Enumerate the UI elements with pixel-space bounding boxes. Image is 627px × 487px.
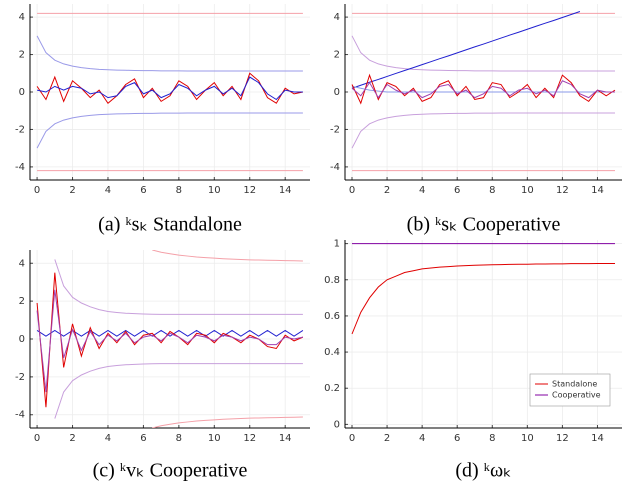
x-tick-label: 2 <box>384 185 390 196</box>
caption: (a) ᵏsₖ Standalone <box>98 214 242 236</box>
y-tick-label: 0.2 <box>324 383 340 394</box>
y-tick-label: 0.4 <box>324 347 340 358</box>
legend-text: Standalone <box>552 380 597 389</box>
x-tick-label: 6 <box>140 433 146 444</box>
x-tick-label: 10 <box>521 185 534 196</box>
x-tick-label: 0 <box>349 433 355 444</box>
legend-text: Cooperative <box>552 391 601 400</box>
y-tick-label: 1 <box>334 239 340 250</box>
series-line <box>351 73 616 105</box>
y-tick-label: -4 <box>330 162 340 173</box>
series-line <box>351 85 615 93</box>
series-line <box>351 11 581 89</box>
x-tick-label: 14 <box>279 185 292 196</box>
x-tick-label: 2 <box>384 433 390 444</box>
x-tick-label: 0 <box>349 185 355 196</box>
series-line <box>54 363 303 419</box>
y-tick-label: 2 <box>334 50 340 61</box>
x-tick-label: 12 <box>556 433 569 444</box>
y-tick-label: 4 <box>19 12 25 23</box>
y-tick-label: 0.8 <box>324 275 340 286</box>
y-tick-label: -2 <box>15 124 25 135</box>
series-line <box>351 112 615 149</box>
y-tick-label: 0.6 <box>324 311 340 322</box>
series-line <box>36 76 303 101</box>
x-tick-label: 6 <box>454 433 460 444</box>
panel: -4 -2 0 2 4 0 2 4 6 8 10 12 14 (a) ᵏsₖ Standalone <box>15 4 310 236</box>
series-line <box>36 112 303 149</box>
x-tick-label: 14 <box>591 433 604 444</box>
x-tick-label: 4 <box>105 433 111 444</box>
x-tick-label: 10 <box>521 433 534 444</box>
x-tick-label: 2 <box>69 433 75 444</box>
x-tick-label: 12 <box>243 433 256 444</box>
series-line <box>36 289 304 393</box>
x-tick-label: 0 <box>34 185 40 196</box>
series-line <box>152 416 303 428</box>
x-tick-label: 8 <box>489 185 495 196</box>
caption: (c) ᵏvₖ Cooperative <box>93 460 248 482</box>
y-tick-label: 2 <box>19 50 25 61</box>
x-tick-label: 14 <box>279 433 292 444</box>
series-line <box>351 35 615 72</box>
series-line <box>351 80 615 99</box>
x-tick-label: 2 <box>69 185 75 196</box>
x-tick-label: 6 <box>454 185 460 196</box>
legend-box <box>529 373 611 407</box>
caption: (b) ᵏsₖ Cooperative <box>407 214 561 236</box>
x-tick-label: 4 <box>105 185 111 196</box>
series-line <box>152 250 303 262</box>
y-tick-label: 0 <box>19 87 25 98</box>
caption: (d) ᵏωₖ <box>455 460 511 482</box>
x-tick-label: 14 <box>591 185 604 196</box>
series-line <box>351 263 615 335</box>
x-tick-label: 4 <box>419 433 425 444</box>
y-tick-label: 4 <box>334 12 340 23</box>
x-tick-label: 12 <box>243 185 256 196</box>
y-tick-label: -4 <box>15 410 25 421</box>
panel: -4 -2 0 2 4 0 2 4 6 8 10 12 14 (c) ᵏvₖ Cooperative <box>15 250 310 482</box>
x-tick-label: 8 <box>489 433 495 444</box>
panel: -4 -2 0 2 4 0 2 4 6 8 10 12 14 (b) ᵏsₖ Cooperative <box>330 4 622 236</box>
x-tick-label: 12 <box>556 185 569 196</box>
series-line <box>54 259 303 315</box>
x-tick-label: 0 <box>34 433 40 444</box>
y-tick-label: -2 <box>15 372 25 383</box>
y-tick-label: -2 <box>330 124 340 135</box>
panel: 00.20.40.60.810 2 4 6 8 10 12 14StandaloneCoope… <box>324 239 622 482</box>
x-tick-label: 8 <box>176 185 182 196</box>
series-line <box>36 329 304 337</box>
y-tick-label: 0 <box>334 419 340 430</box>
x-tick-label: 8 <box>176 433 182 444</box>
x-tick-label: 10 <box>208 185 221 196</box>
series-line <box>36 35 303 72</box>
x-tick-label: 6 <box>140 185 146 196</box>
y-tick-label: 4 <box>19 258 25 269</box>
y-tick-label: 2 <box>19 296 25 307</box>
y-tick-label: 0 <box>334 87 340 98</box>
x-tick-label: 4 <box>419 185 425 196</box>
x-tick-label: 10 <box>208 433 221 444</box>
y-tick-label: -4 <box>15 162 25 173</box>
y-tick-label: 0 <box>19 334 25 345</box>
